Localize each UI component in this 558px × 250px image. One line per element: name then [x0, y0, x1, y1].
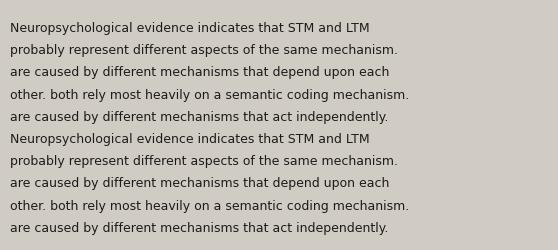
Text: are caused by different mechanisms that depend upon each: are caused by different mechanisms that … — [10, 177, 389, 190]
Text: probably represent different aspects of the same mechanism.: probably represent different aspects of … — [10, 154, 398, 168]
Text: are caused by different mechanisms that act independently.: are caused by different mechanisms that … — [10, 110, 388, 123]
Text: Neuropsychological evidence indicates that STM and LTM: Neuropsychological evidence indicates th… — [10, 132, 369, 145]
Text: are caused by different mechanisms that depend upon each: are caused by different mechanisms that … — [10, 66, 389, 79]
Text: are caused by different mechanisms that act independently.: are caused by different mechanisms that … — [10, 221, 388, 234]
Text: probably represent different aspects of the same mechanism.: probably represent different aspects of … — [10, 44, 398, 57]
Text: other. both rely most heavily on a semantic coding mechanism.: other. both rely most heavily on a seman… — [10, 88, 409, 101]
Text: Neuropsychological evidence indicates that STM and LTM: Neuropsychological evidence indicates th… — [10, 22, 369, 35]
Text: other. both rely most heavily on a semantic coding mechanism.: other. both rely most heavily on a seman… — [10, 199, 409, 212]
